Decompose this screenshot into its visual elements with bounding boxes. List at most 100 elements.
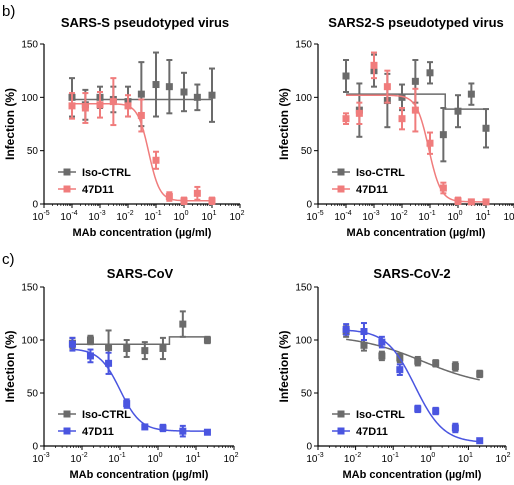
series-47d11: 47D11 <box>58 336 211 438</box>
legend-marker <box>63 410 71 418</box>
data-point <box>68 340 76 348</box>
x-tick-label: 100 <box>420 452 435 465</box>
x-tick-label: 10-2 <box>390 210 407 223</box>
data-point <box>96 101 104 109</box>
data-point <box>180 88 188 96</box>
chart-title: SARS2-S pseudotyped virus <box>328 15 504 30</box>
y-tick-label: 100 <box>21 336 38 347</box>
y-tick-label: 150 <box>21 40 38 51</box>
data-point <box>203 336 211 344</box>
y-axis-label: Infection (%) <box>3 88 17 160</box>
data-point <box>342 72 350 80</box>
data-point <box>360 341 368 349</box>
data-point <box>342 115 350 123</box>
data-point <box>426 139 434 147</box>
y-tick-label: 50 <box>301 389 313 400</box>
y-tick-label: 0 <box>306 442 312 453</box>
legend-marker <box>337 168 345 176</box>
y-tick-label: 150 <box>295 283 312 294</box>
data-point <box>411 77 419 85</box>
chart-title: SARS-CoV-2 <box>373 266 450 281</box>
data-point <box>370 61 378 69</box>
data-point <box>123 344 131 352</box>
series-47d11: 47D11 <box>332 51 490 206</box>
y-tick-label: 100 <box>21 93 38 104</box>
x-tick-label: 100 <box>447 210 462 223</box>
data-point <box>398 115 406 123</box>
x-tick-label: 101 <box>201 210 216 223</box>
data-point <box>451 424 459 432</box>
data-point <box>454 197 462 205</box>
data-point <box>179 427 187 435</box>
data-point <box>159 424 167 432</box>
panel-label-b: b) <box>2 3 15 20</box>
data-point <box>360 328 368 336</box>
data-point <box>105 359 113 367</box>
x-tick-label: 102 <box>229 210 244 223</box>
x-tick-label: 10-4 <box>334 210 351 223</box>
legend-marker <box>337 427 345 435</box>
data-point <box>86 336 94 344</box>
x-tick-label: 10-5 <box>306 210 323 223</box>
y-tick-label: 150 <box>21 283 38 294</box>
data-point <box>81 104 89 112</box>
panel-label-c: c) <box>2 251 15 268</box>
legend-marker <box>337 185 345 193</box>
fit-curve <box>346 338 480 381</box>
legend-label: 47D11 <box>356 426 388 438</box>
x-axis-label: MAb concentration (µg/ml) <box>70 469 209 481</box>
legend-label: 47D11 <box>356 184 388 196</box>
chart-4: SARS-CoV-2 0 50 100 150 10-3 10-2 10-1 100 101 102… <box>277 266 511 481</box>
data-point <box>179 320 187 328</box>
legend-marker <box>63 427 71 435</box>
chart-2: SARS2-S pseudotyped virus 0 50 100 150 10-5 10… <box>277 15 514 239</box>
x-tick-label: 10-5 <box>32 210 49 223</box>
x-tick-label: 102 <box>503 210 514 223</box>
data-point <box>355 109 363 117</box>
data-point <box>454 107 462 115</box>
chart-3: SARS-CoV 0 50 100 150 10-3 10-2 10-1 100 101 102 MA… <box>3 266 239 481</box>
data-point <box>467 90 475 98</box>
x-tick-label: 101 <box>185 452 200 465</box>
x-tick-label: 10-2 <box>70 452 87 465</box>
series-47d11: 47D11 <box>332 322 484 445</box>
legend-label: Iso-CTRL <box>82 409 131 421</box>
x-tick-label: 10-2 <box>344 452 361 465</box>
x-axis-label: MAb concentration (µg/ml) <box>347 227 486 239</box>
y-tick-label: 0 <box>32 200 38 211</box>
series-iso-ctrl: Iso-CTRL <box>332 325 484 421</box>
fit-curve <box>346 329 480 443</box>
legend-marker <box>337 410 345 418</box>
y-tick-label: 100 <box>295 336 312 347</box>
data-point <box>426 69 434 77</box>
x-tick-label: 10-3 <box>88 210 105 223</box>
x-tick-label: 101 <box>475 210 490 223</box>
x-tick-label: 100 <box>147 452 162 465</box>
data-point <box>180 197 188 205</box>
y-axis-label: Infection (%) <box>3 331 17 403</box>
x-tick-label: 10-1 <box>382 452 399 465</box>
legend-label: 47D11 <box>82 184 114 196</box>
data-point <box>396 366 404 374</box>
data-point <box>109 98 117 106</box>
data-point <box>411 106 419 114</box>
data-point <box>137 90 145 98</box>
x-tick-label: 10-3 <box>32 452 49 465</box>
chart-1: SARS-S pseudotyped virus 0 50 100 150 10-5 10-… <box>3 15 245 239</box>
x-tick-label: 100 <box>173 210 188 223</box>
series-iso-ctrl: Iso-CTRL <box>58 51 216 179</box>
data-point <box>439 184 447 192</box>
data-point <box>141 347 149 355</box>
data-point <box>432 359 440 367</box>
data-point <box>482 198 490 206</box>
data-point <box>432 407 440 415</box>
y-tick-label: 100 <box>295 93 312 104</box>
data-point <box>414 357 422 365</box>
x-tick-label: 10-3 <box>306 452 323 465</box>
x-tick-label: 102 <box>495 452 510 465</box>
legend-label: Iso-CTRL <box>356 409 405 421</box>
data-point <box>378 352 386 360</box>
data-point <box>137 111 145 119</box>
data-point <box>86 352 94 360</box>
